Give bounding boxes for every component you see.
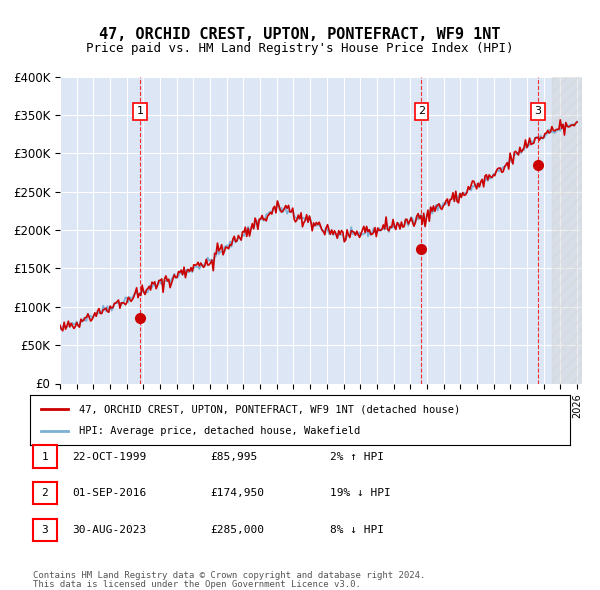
Text: 19% ↓ HPI: 19% ↓ HPI xyxy=(330,489,391,498)
Text: 01-SEP-2016: 01-SEP-2016 xyxy=(72,489,146,498)
Text: £174,950: £174,950 xyxy=(210,489,264,498)
Text: 8% ↓ HPI: 8% ↓ HPI xyxy=(330,525,384,535)
Text: 2: 2 xyxy=(418,106,425,116)
Text: 1: 1 xyxy=(41,452,49,461)
Text: 22-OCT-1999: 22-OCT-1999 xyxy=(72,452,146,461)
Text: 2% ↑ HPI: 2% ↑ HPI xyxy=(330,452,384,461)
Text: Price paid vs. HM Land Registry's House Price Index (HPI): Price paid vs. HM Land Registry's House … xyxy=(86,42,514,55)
Text: £85,995: £85,995 xyxy=(210,452,257,461)
Text: HPI: Average price, detached house, Wakefield: HPI: Average price, detached house, Wake… xyxy=(79,427,360,437)
Text: £285,000: £285,000 xyxy=(210,525,264,535)
Text: Contains HM Land Registry data © Crown copyright and database right 2024.: Contains HM Land Registry data © Crown c… xyxy=(33,571,425,580)
Text: 2: 2 xyxy=(41,489,49,498)
Text: 30-AUG-2023: 30-AUG-2023 xyxy=(72,525,146,535)
Text: 47, ORCHID CREST, UPTON, PONTEFRACT, WF9 1NT (detached house): 47, ORCHID CREST, UPTON, PONTEFRACT, WF9… xyxy=(79,404,460,414)
Text: This data is licensed under the Open Government Licence v3.0.: This data is licensed under the Open Gov… xyxy=(33,579,361,589)
Text: 1: 1 xyxy=(137,106,143,116)
Text: 3: 3 xyxy=(535,106,541,116)
Text: 47, ORCHID CREST, UPTON, PONTEFRACT, WF9 1NT: 47, ORCHID CREST, UPTON, PONTEFRACT, WF9… xyxy=(99,27,501,41)
Text: 3: 3 xyxy=(41,525,49,535)
